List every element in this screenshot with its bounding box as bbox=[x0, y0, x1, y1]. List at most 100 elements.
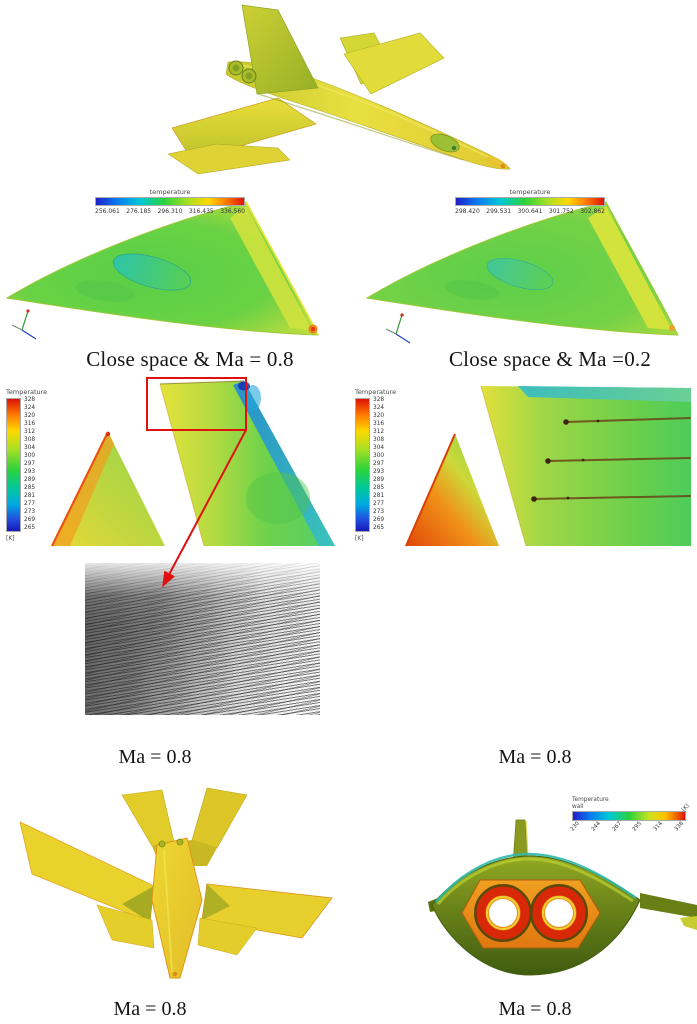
tick-label: 324 bbox=[24, 405, 36, 411]
tick-label: 289 bbox=[24, 477, 36, 483]
fuselage-shadow-line bbox=[257, 93, 464, 161]
colorbar-close-space-ma08: temperature 256.061 276.185 296.310 316.435… bbox=[95, 188, 245, 215]
tick-label: 244 bbox=[590, 821, 602, 833]
tick-label: 277 bbox=[24, 501, 36, 507]
tick-label: 299.531 bbox=[486, 207, 512, 215]
colorbar-gradient-strip bbox=[455, 197, 605, 206]
tick-label: 336.560 bbox=[220, 207, 245, 215]
tick-label: 312 bbox=[24, 429, 36, 435]
nose-hot-core bbox=[311, 327, 315, 331]
tick-label: 302.862 bbox=[580, 207, 605, 215]
colorbar-wing-left: Temperature 328 324 320 316 312 308 304 300 297 2… bbox=[6, 388, 47, 542]
near-tail bbox=[241, 4, 319, 95]
nozzle-core bbox=[232, 64, 240, 72]
zoom-arrow bbox=[162, 429, 247, 588]
tick-label: 328 bbox=[373, 397, 385, 403]
tick-label: 297 bbox=[373, 461, 385, 467]
tick-label: 316 bbox=[373, 421, 385, 427]
inboard-wing bbox=[406, 434, 499, 546]
colorbar-title: Temperature bbox=[355, 388, 397, 396]
tick-label: 289 bbox=[373, 477, 385, 483]
canopy-cool-region bbox=[112, 253, 192, 291]
wing-closeup-render-right bbox=[405, 385, 692, 547]
tick-label: 295 bbox=[631, 821, 644, 833]
nose-warm-spot bbox=[669, 325, 675, 331]
tick-label: 312 bbox=[373, 429, 385, 435]
caption-close-space-ma02: Close space & Ma =0.2 bbox=[448, 347, 652, 371]
canard-left bbox=[96, 904, 155, 949]
aircraft-rear-view-render bbox=[428, 819, 697, 976]
colorbar-title: temperature bbox=[509, 188, 551, 196]
tick-label: 281 bbox=[373, 493, 385, 499]
fuselage bbox=[151, 837, 203, 979]
leading-edge-heating bbox=[52, 432, 114, 546]
tick-label: 277 bbox=[373, 501, 385, 507]
tick-label: 273 bbox=[24, 509, 36, 515]
nozzle-right bbox=[176, 838, 184, 846]
tick-label: 276.185 bbox=[126, 207, 152, 215]
tick-label: 316.435 bbox=[188, 207, 214, 215]
tick-label: 256.061 bbox=[95, 207, 120, 215]
colorbar-subtitle: wall bbox=[572, 803, 584, 810]
colorbar-ticks: 298.420 299.531 300.641 301.752 302.862 bbox=[455, 208, 605, 215]
leading-edge-line bbox=[405, 433, 456, 547]
wing-closeup-render-left bbox=[51, 380, 335, 547]
tick-label: 293 bbox=[24, 469, 36, 475]
cold-spot bbox=[238, 381, 250, 391]
colorbar-ticks: 230 244 267 295 314 338 bbox=[569, 821, 686, 837]
tick-label: 281 bbox=[24, 493, 36, 499]
apex-hot-spot bbox=[105, 431, 111, 437]
leading-edge-line bbox=[51, 431, 109, 547]
axis-triad-icon bbox=[386, 313, 411, 344]
nose-tip bbox=[172, 971, 178, 977]
tick-label: 296.310 bbox=[157, 207, 183, 215]
aircraft-overview-render bbox=[167, 4, 511, 175]
colorbar-title: Temperature bbox=[572, 797, 609, 803]
colorbar-ticks: 256.061 276.185 296.310 316.435 336.560 bbox=[95, 208, 245, 215]
colorbar-gradient-strip bbox=[95, 197, 245, 206]
engine-hump-shadow bbox=[75, 280, 135, 302]
nose-tip bbox=[500, 163, 506, 169]
tick-label: 265 bbox=[24, 525, 36, 531]
right-wing bbox=[640, 893, 697, 918]
tick-label: 230 bbox=[569, 821, 581, 833]
right-wing-shadow bbox=[202, 884, 230, 920]
outboard-wing bbox=[160, 381, 335, 546]
tick-label: 285 bbox=[373, 485, 385, 491]
colorbar-wing-right: Temperature 328 324 320 316 312 308 304 300 297 2… bbox=[355, 388, 396, 542]
tail-right bbox=[191, 787, 248, 849]
colorbar-gradient-strip bbox=[572, 811, 686, 822]
colorbar-unit: [K] bbox=[6, 535, 15, 542]
colorbar-gradient-strip bbox=[6, 398, 21, 532]
colorbar-gradient-strip bbox=[355, 398, 370, 532]
colorbar-rear-view: Temperature wall 230 244 267 295 314 338 [K] bbox=[569, 797, 690, 837]
right-wing bbox=[343, 32, 445, 95]
streamline-detail-inset bbox=[85, 563, 320, 715]
right-edge-highlight bbox=[245, 201, 319, 336]
cooler-patch bbox=[246, 472, 310, 524]
tick-label: 308 bbox=[373, 437, 385, 443]
delta-wing-render-ma08 bbox=[5, 201, 319, 336]
wing-root-edge bbox=[159, 380, 245, 385]
tick-label: 308 bbox=[24, 437, 36, 443]
colorbar-unit: [K] bbox=[355, 535, 364, 542]
fuselage-highlight bbox=[163, 849, 173, 973]
tick-label: 300 bbox=[24, 453, 36, 459]
colorbar-title: Temperature bbox=[6, 388, 48, 396]
tick-label: 320 bbox=[373, 413, 385, 419]
caption-ma08-bottom-right: Ma = 0.8 bbox=[498, 998, 572, 1020]
outboard-wing bbox=[481, 386, 691, 546]
tick-label: 273 bbox=[373, 509, 385, 515]
wing-left-edge bbox=[159, 383, 205, 547]
tick-label: 328 bbox=[24, 397, 36, 403]
caption-ma08-mid-left: Ma = 0.8 bbox=[118, 746, 192, 768]
engine-hump-shadow bbox=[444, 280, 500, 300]
tick-label: 304 bbox=[373, 445, 385, 451]
tick-label: 269 bbox=[373, 517, 385, 523]
tick-label: 304 bbox=[24, 445, 36, 451]
tick-label: 265 bbox=[373, 525, 385, 531]
fuselage-band bbox=[588, 206, 672, 330]
tick-label: 316 bbox=[24, 421, 36, 427]
zoom-region-box bbox=[146, 377, 247, 431]
